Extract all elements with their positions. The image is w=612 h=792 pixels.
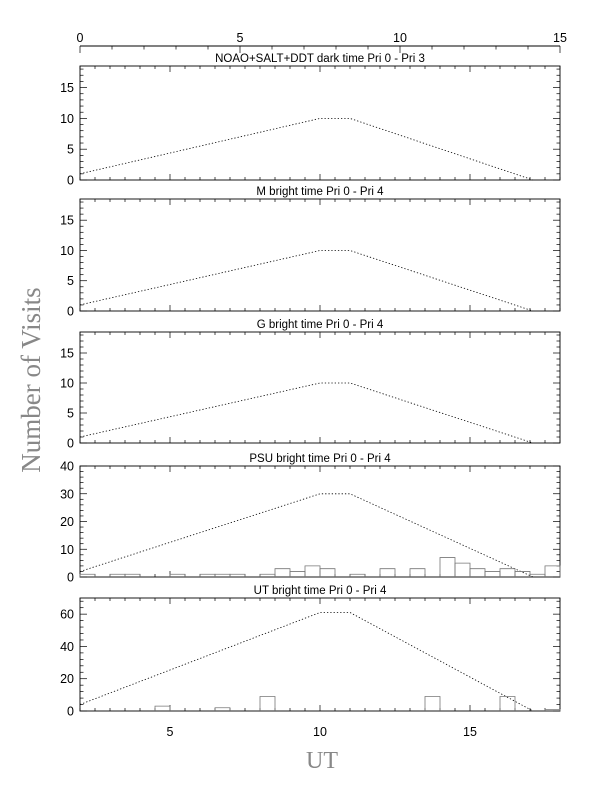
- top-axis-label: 10: [393, 31, 407, 45]
- panel-4: PSU bright time Pri 0 - Pri 4 0 10 20 30 40: [60, 453, 561, 585]
- y-tick-label: 40: [60, 460, 74, 474]
- bottom-axis-label: 15: [463, 725, 477, 739]
- y-tick-label: 0: [67, 305, 74, 319]
- y-tick-label: 60: [60, 608, 74, 622]
- top-axis-label: 5: [237, 31, 244, 45]
- histogram-bar: [499, 568, 516, 577]
- histogram-bar: [259, 696, 276, 711]
- histogram-bar: [319, 568, 336, 577]
- y-tick-label: 10: [60, 244, 74, 258]
- panel-frame: [79, 65, 561, 181]
- y-tick-label: 10: [60, 112, 74, 126]
- y-tick-label: 15: [60, 81, 74, 95]
- y-tick-label: 0: [67, 437, 74, 451]
- histogram-bar: [409, 568, 426, 577]
- y-tick-label: 10: [60, 377, 74, 391]
- panel-title: M bright time Pri 0 - Pri 4: [256, 186, 384, 198]
- y-tick-label: 0: [67, 705, 74, 719]
- histogram-bar: [514, 571, 531, 577]
- y-tick-label: 15: [60, 214, 74, 228]
- histogram-bar: [304, 565, 321, 577]
- y-axis-label: Number of Visits: [16, 287, 46, 472]
- limit-curve: [79, 612, 534, 712]
- panel-3: G bright time Pri 0 - Pri 4 0 5 10 15: [60, 319, 561, 451]
- top-axis-label: 15: [553, 31, 567, 45]
- panel-1: NOAO+SALT+DDT dark time Pri 0 - Pri 3 0 5 1…: [60, 53, 561, 188]
- histogram-bar: [124, 573, 141, 577]
- y-tick-label: 30: [60, 487, 74, 501]
- y-tick-label: 20: [60, 672, 74, 686]
- histogram-bar: [484, 571, 501, 577]
- y-tick-label: 0: [67, 571, 74, 585]
- y-tick-label: 10: [60, 543, 74, 557]
- histogram-bar: [544, 565, 561, 577]
- histogram-bar: [439, 557, 456, 577]
- bottom-axis-label: 10: [313, 725, 327, 739]
- y-tick-label: 20: [60, 515, 74, 529]
- panels: NOAO+SALT+DDT dark time Pri 0 - Pri 3 0 5 1…: [60, 53, 561, 719]
- panel-frame: [79, 465, 561, 578]
- limit-curve: [79, 250, 534, 312]
- y-tick-label: 5: [67, 274, 74, 288]
- y-tick-label: 15: [60, 347, 74, 361]
- panel-title: UT bright time Pri 0 - Pri 4: [254, 585, 387, 597]
- top-axis-label: 0: [77, 31, 84, 45]
- histogram-bar: [169, 573, 186, 577]
- limit-curve: [79, 118, 534, 181]
- histogram-bar: [544, 708, 561, 711]
- y-tick-label: 0: [67, 174, 74, 188]
- histogram-bar: [469, 568, 486, 577]
- histogram-bar: [154, 705, 171, 711]
- histogram-bar: [424, 696, 441, 711]
- panel-title: G bright time Pri 0 - Pri 4: [257, 319, 384, 331]
- histogram-bar: [274, 568, 291, 577]
- limit-curve: [79, 493, 534, 578]
- histogram-bar: [79, 573, 96, 577]
- histogram-bar: [229, 573, 246, 577]
- histogram-bar: [349, 573, 366, 577]
- panel-title: NOAO+SALT+DDT dark time Pri 0 - Pri 3: [215, 53, 425, 65]
- bottom-axis-label: 5: [167, 725, 174, 739]
- top-axis: 0 5 10 15: [77, 31, 567, 53]
- panel-frame: [79, 198, 561, 312]
- histogram-bar: [454, 562, 471, 577]
- panel-frame: [79, 597, 561, 712]
- histogram-bar: [499, 696, 516, 711]
- panel-frame: [79, 331, 561, 444]
- histogram-bar: [379, 568, 396, 577]
- panel-title: PSU bright time Pri 0 - Pri 4: [249, 453, 391, 465]
- y-tick-label: 40: [60, 640, 74, 654]
- panel-2: M bright time Pri 0 - Pri 4 0 5 10 15: [60, 186, 561, 319]
- histogram-bar: [289, 571, 306, 577]
- x-axis-label: UT: [306, 748, 338, 774]
- y-tick-label: 5: [67, 143, 74, 157]
- limit-curve: [79, 382, 534, 444]
- y-tick-label: 5: [67, 407, 74, 421]
- panel-5: UT bright time Pri 0 - Pri 4 0 20 40 60: [60, 585, 561, 719]
- bottom-axis: 5 10 15: [167, 725, 477, 739]
- histogram-bar: [214, 707, 231, 711]
